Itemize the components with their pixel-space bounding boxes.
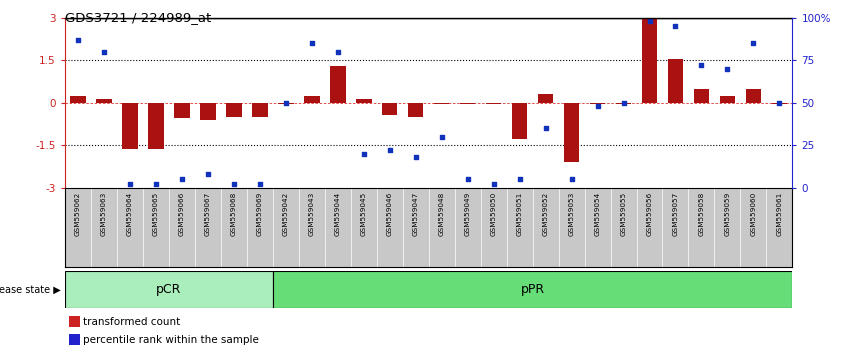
Point: [149, 181, 163, 187]
Bar: [122, 103, 138, 149]
Text: GSM559047: GSM559047: [413, 192, 418, 236]
Point: [175, 176, 189, 182]
Point: [227, 181, 241, 187]
Bar: [772, 103, 787, 104]
Text: percentile rank within the sample: percentile rank within the sample: [83, 335, 259, 345]
Text: GSM559048: GSM559048: [439, 192, 444, 236]
Point: [513, 176, 527, 182]
Text: transformed count: transformed count: [83, 317, 180, 327]
Point: [279, 100, 293, 105]
Bar: [273, 271, 792, 308]
Point: [305, 40, 319, 46]
Text: GSM559046: GSM559046: [387, 192, 392, 236]
Bar: [304, 96, 320, 103]
Point: [97, 49, 111, 55]
Text: GSM559061: GSM559061: [777, 192, 782, 236]
Point: [643, 18, 656, 24]
Text: GSM559065: GSM559065: [153, 192, 158, 236]
Point: [487, 181, 501, 187]
Bar: [148, 103, 164, 149]
Point: [123, 181, 137, 187]
Bar: [694, 89, 709, 103]
Point: [565, 176, 578, 182]
Bar: [278, 103, 294, 104]
Bar: [460, 103, 475, 104]
Text: GSM559068: GSM559068: [231, 192, 236, 236]
Point: [331, 49, 345, 55]
Point: [201, 171, 215, 177]
Bar: [746, 88, 761, 103]
Text: GSM559051: GSM559051: [517, 192, 522, 236]
Text: GSM559060: GSM559060: [751, 192, 756, 236]
Bar: [720, 96, 735, 103]
Text: pCR: pCR: [156, 283, 182, 296]
Bar: [226, 103, 242, 117]
Point: [617, 100, 630, 105]
Bar: [408, 103, 423, 117]
Point: [383, 147, 397, 153]
Bar: [590, 103, 605, 104]
Bar: [642, 19, 657, 103]
Point: [695, 62, 708, 68]
Point: [357, 151, 371, 156]
Bar: [96, 99, 112, 103]
Point: [746, 40, 760, 46]
Point: [669, 23, 682, 29]
Bar: [252, 103, 268, 117]
Point: [772, 100, 786, 105]
Bar: [356, 99, 372, 103]
Text: GSM559066: GSM559066: [179, 192, 184, 236]
Text: GSM559052: GSM559052: [543, 192, 548, 236]
Point: [435, 134, 449, 139]
Text: GSM559044: GSM559044: [335, 192, 340, 236]
Text: GSM559067: GSM559067: [205, 192, 210, 236]
Bar: [174, 103, 190, 118]
Bar: [330, 67, 346, 103]
Point: [253, 181, 267, 187]
Text: GSM559042: GSM559042: [283, 192, 288, 236]
Point: [461, 176, 475, 182]
Bar: [512, 103, 527, 139]
Bar: [538, 93, 553, 103]
Text: GSM559050: GSM559050: [491, 192, 496, 236]
Point: [539, 125, 553, 131]
Bar: [382, 103, 397, 115]
Text: GSM559054: GSM559054: [595, 192, 600, 236]
Text: GSM559057: GSM559057: [673, 192, 678, 236]
Text: pPR: pPR: [520, 283, 545, 296]
Text: GSM559062: GSM559062: [75, 192, 81, 236]
Text: GSM559045: GSM559045: [361, 192, 366, 236]
Text: GSM559064: GSM559064: [127, 192, 132, 236]
Bar: [564, 103, 579, 162]
Bar: [70, 96, 86, 103]
Text: GSM559058: GSM559058: [699, 192, 704, 236]
Point: [71, 37, 85, 42]
Text: GDS3721 / 224989_at: GDS3721 / 224989_at: [65, 11, 211, 24]
Point: [409, 154, 423, 160]
Text: GSM559053: GSM559053: [569, 192, 574, 236]
Text: GSM559049: GSM559049: [465, 192, 470, 236]
Text: GSM559055: GSM559055: [621, 192, 626, 236]
Bar: [486, 103, 501, 104]
Bar: [434, 103, 449, 104]
Text: GSM559063: GSM559063: [101, 192, 107, 236]
Text: GSM559059: GSM559059: [725, 192, 730, 236]
Bar: [668, 59, 683, 103]
Point: [591, 103, 604, 109]
Point: [721, 66, 734, 72]
Text: GSM559043: GSM559043: [309, 192, 314, 236]
Text: GSM559056: GSM559056: [647, 192, 652, 236]
Text: GSM559069: GSM559069: [257, 192, 262, 236]
Bar: [200, 103, 216, 120]
Text: disease state ▶: disease state ▶: [0, 284, 61, 295]
Bar: [65, 271, 273, 308]
